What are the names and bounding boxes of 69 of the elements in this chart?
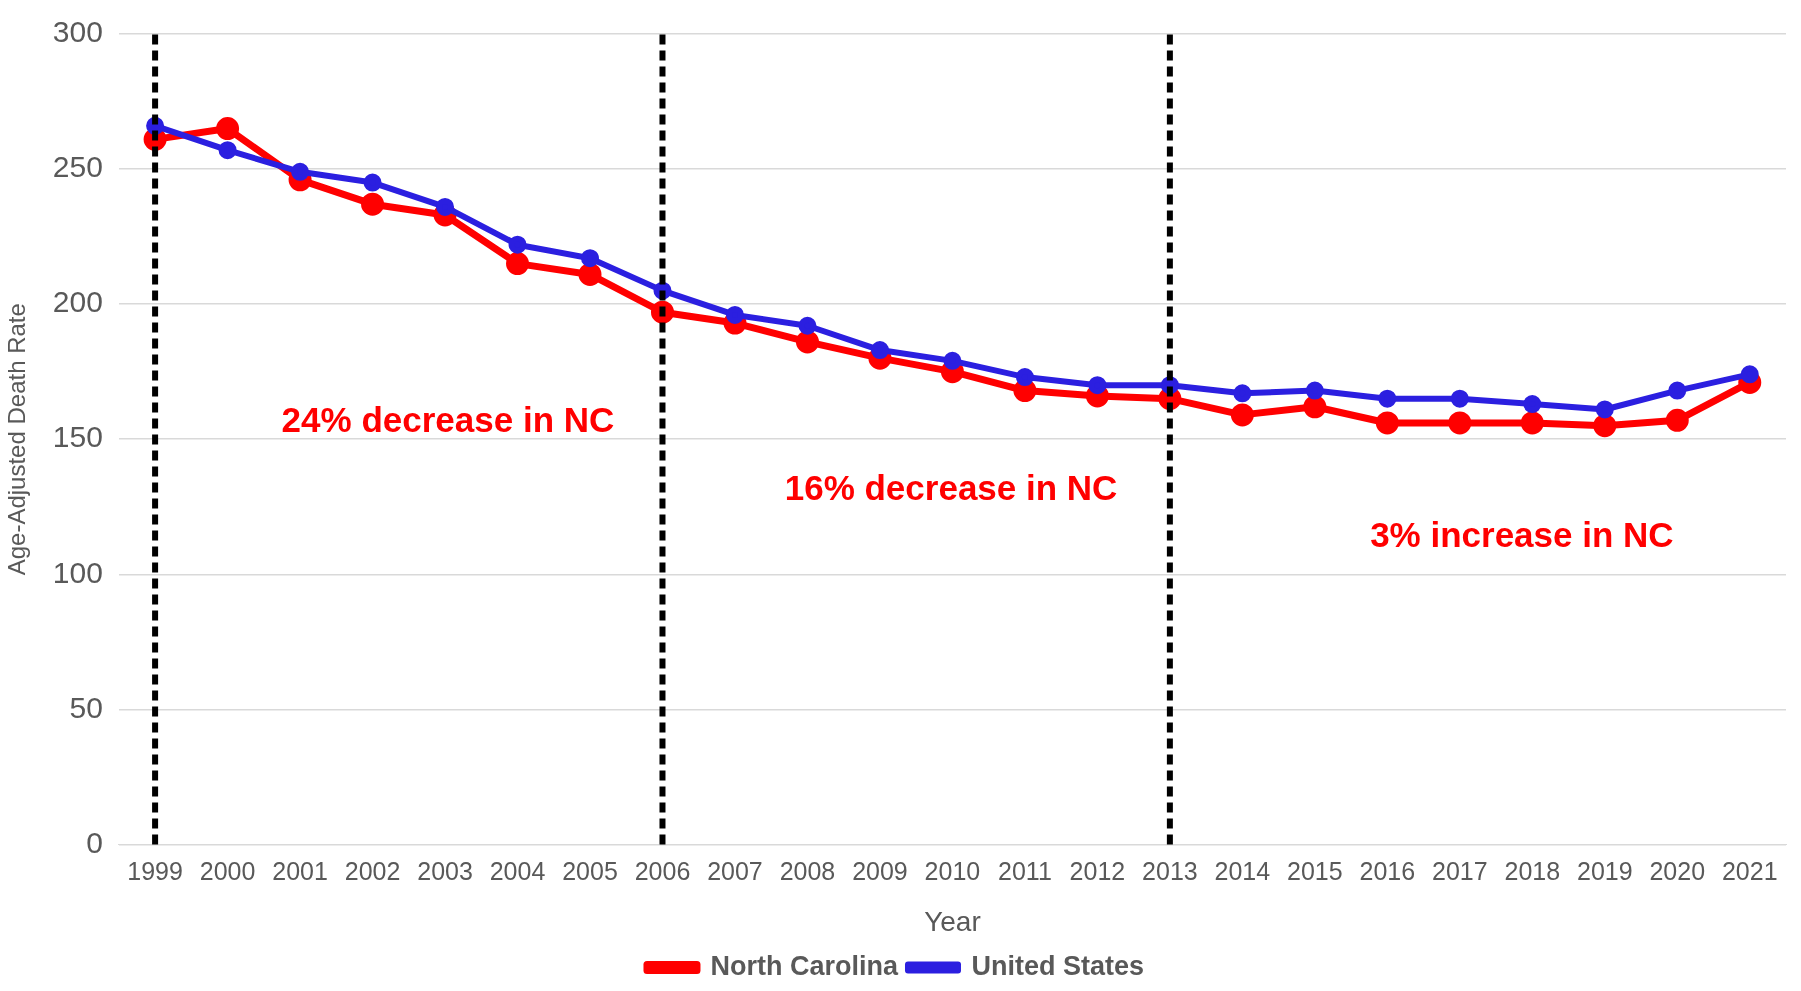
point — [1233, 384, 1252, 403]
annotation: 24% decrease in NC — [281, 400, 615, 440]
x-tick-label: 2011 — [998, 857, 1052, 886]
x-tick-label: 2018 — [1504, 857, 1561, 886]
x-tick-label: 1999 — [127, 857, 183, 886]
x-tick-label: 2004 — [489, 857, 546, 886]
point — [798, 316, 817, 335]
x-tick-label: 2013 — [1142, 857, 1198, 886]
point — [578, 262, 602, 286]
x-tick-label: 2009 — [852, 857, 908, 886]
point — [361, 192, 385, 216]
x-tick-label: 2012 — [1069, 857, 1126, 886]
x-tick-label: 2017 — [1432, 857, 1488, 886]
x-tick-label: 2008 — [779, 857, 836, 886]
point — [506, 252, 530, 276]
point — [291, 162, 310, 181]
point — [581, 249, 599, 268]
y-tick-label: 200 — [52, 285, 103, 319]
annotation: 16% decrease in NC — [784, 467, 1118, 507]
point — [1088, 376, 1107, 395]
point — [1303, 395, 1327, 419]
point — [1593, 414, 1617, 438]
x-axis-title: Year — [924, 905, 981, 937]
point — [943, 351, 962, 370]
x-tick-label: 2010 — [924, 857, 981, 886]
y-tick-label: 100 — [52, 555, 103, 589]
y-tick-label: 150 — [52, 420, 103, 454]
x-tick-label: 2007 — [707, 857, 763, 886]
annotation: 3% increase in NC — [1370, 515, 1674, 555]
point — [1305, 381, 1324, 400]
point — [1013, 379, 1037, 403]
y-tick-label: 50 — [69, 690, 103, 724]
point — [1523, 395, 1542, 414]
legend-label: North Carolina — [710, 950, 899, 981]
point — [436, 197, 455, 216]
point — [1665, 408, 1689, 432]
x-tick-label: 2021 — [1721, 857, 1778, 886]
x-tick-label: 2019 — [1576, 857, 1633, 886]
y-tick-label: 300 — [52, 15, 103, 49]
point — [725, 305, 744, 324]
point — [870, 341, 889, 360]
x-tick-label: 2006 — [634, 857, 691, 886]
x-tick-label: 2020 — [1649, 857, 1706, 886]
y-axis-title: Age-Adjusted Death Rate — [3, 303, 31, 576]
point — [1015, 368, 1034, 387]
point — [508, 235, 527, 254]
x-tick-label: 2001 — [272, 857, 328, 886]
point — [1375, 411, 1399, 435]
point — [218, 141, 237, 160]
point — [363, 173, 382, 192]
point — [1520, 411, 1544, 435]
point — [1378, 389, 1397, 408]
y-tick-label: 0 — [86, 825, 103, 859]
x-tick-label: 2015 — [1287, 857, 1343, 886]
x-tick-label: 2000 — [199, 857, 256, 886]
x-tick-label: 2003 — [417, 857, 473, 886]
point — [1450, 389, 1469, 408]
x-tick-label: 2005 — [562, 857, 618, 886]
point — [795, 330, 819, 354]
point — [216, 117, 240, 141]
point — [1595, 400, 1614, 419]
x-tick-label: 2002 — [344, 857, 401, 886]
point — [1230, 403, 1254, 427]
point — [1668, 381, 1687, 400]
y-tick-label: 250 — [52, 150, 103, 184]
x-tick-label: 2016 — [1359, 857, 1416, 886]
point — [1448, 411, 1472, 435]
legend-label: United States — [971, 950, 1145, 981]
x-tick-label: 2014 — [1214, 857, 1271, 886]
